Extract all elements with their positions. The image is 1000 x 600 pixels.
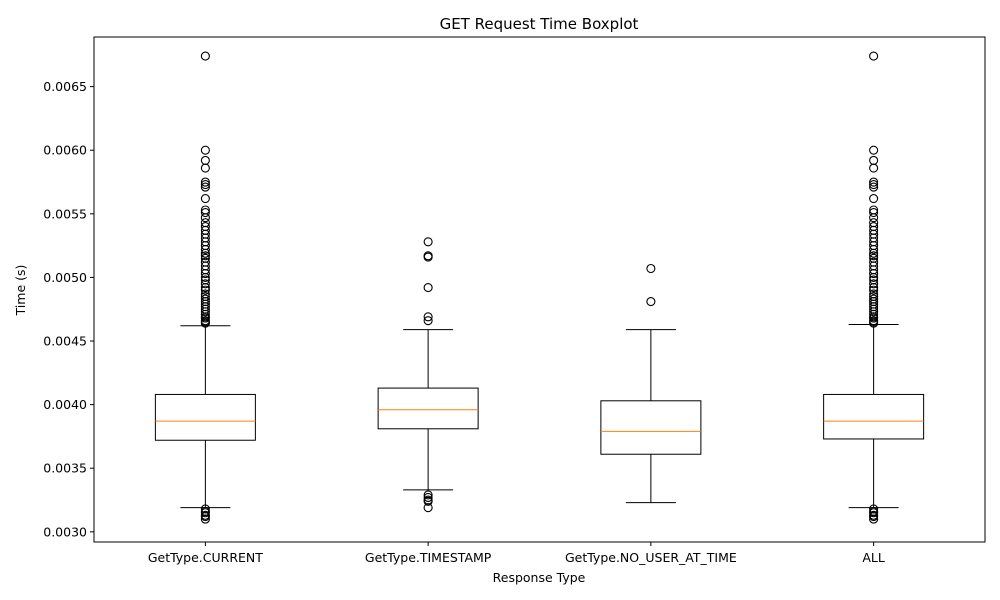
outlier-point <box>869 279 879 289</box>
outlier-point <box>869 207 879 218</box>
outlier-point <box>423 237 433 247</box>
outlier-point <box>869 177 879 187</box>
outlier-point <box>869 163 879 173</box>
outlier-point <box>200 508 210 518</box>
y-tick-label: 0.0040 <box>43 397 87 412</box>
outlier-point <box>423 492 433 503</box>
outlier-point <box>200 244 210 254</box>
outlier-point <box>869 248 879 258</box>
outlier-point <box>200 272 210 282</box>
outlier-point <box>200 182 210 192</box>
outlier-point <box>869 145 879 155</box>
y-tick-label: 0.0060 <box>43 143 87 158</box>
outlier-point <box>869 313 879 323</box>
outlier-point <box>869 51 879 61</box>
y-tick-label: 0.0030 <box>43 524 87 539</box>
outlier-point <box>423 312 433 322</box>
y-tick-label: 0.0045 <box>43 334 87 349</box>
outlier-point <box>200 307 210 317</box>
chart-title: GET Request Time Boxplot <box>440 15 639 33</box>
iqr-box <box>377 387 479 430</box>
outlier-point <box>200 193 210 204</box>
iqr-box <box>600 400 702 455</box>
x-tick-label: GetType.NO_USER_AT_TIME <box>565 550 737 565</box>
outlier-point <box>869 182 879 192</box>
outlier-point <box>423 316 433 326</box>
outlier-point <box>200 145 210 155</box>
outlier-point <box>200 283 210 293</box>
outlier-point <box>869 269 879 279</box>
outlier-point <box>869 514 879 524</box>
iqr-box <box>154 393 256 441</box>
outlier-point <box>869 285 879 295</box>
outlier-point <box>423 503 433 513</box>
outlier-point <box>423 283 433 293</box>
x-tick-label: GetType.CURRENT <box>148 550 263 565</box>
outlier-point <box>200 155 210 165</box>
outlier-point <box>200 269 210 279</box>
outlier-point <box>869 244 879 254</box>
iqr-box <box>823 393 925 440</box>
y-tick-label: 0.0050 <box>43 270 87 285</box>
x-tick-label: GetType.TIMESTAMP <box>365 550 492 565</box>
outlier-point <box>869 180 879 190</box>
outlier-point <box>200 163 210 173</box>
outlier-point <box>423 496 433 506</box>
outlier-point <box>869 283 879 293</box>
outlier-point <box>200 51 210 61</box>
y-axis-label: Time (s) <box>13 265 28 317</box>
outlier-point <box>869 193 879 204</box>
outlier-point <box>200 313 210 323</box>
outlier-point <box>869 272 879 282</box>
x-axis-label: Response Type <box>493 570 586 585</box>
plot-frame <box>93 36 986 543</box>
y-tick-label: 0.0035 <box>43 461 87 476</box>
outlier-point <box>869 251 879 261</box>
y-tick-label: 0.0055 <box>43 206 87 221</box>
plot-area: 0.0030 0.0035 0.0040 0.0045 0.0050 0.0055 0.00… <box>43 36 986 565</box>
outlier-point <box>200 248 210 258</box>
outlier-point <box>200 213 210 223</box>
y-tick-label: 0.0065 <box>43 79 87 94</box>
outlier-point <box>869 213 879 223</box>
outlier-point <box>646 263 656 274</box>
outlier-point <box>200 318 210 328</box>
outlier-point <box>200 251 210 261</box>
outlier-point <box>200 180 210 190</box>
outlier-point <box>200 512 210 522</box>
outlier-point <box>423 490 433 500</box>
outlier-point <box>200 207 210 218</box>
outlier-point <box>200 285 210 295</box>
outlier-point <box>869 307 879 317</box>
outlier-point <box>869 318 879 328</box>
outlier-point <box>200 279 210 289</box>
outlier-point <box>869 512 879 522</box>
outlier-point <box>200 514 210 524</box>
outlier-point <box>200 177 210 187</box>
outlier-point <box>869 508 879 518</box>
outlier-point <box>869 155 879 165</box>
x-tick-label: ALL <box>862 550 885 565</box>
outlier-point <box>646 297 656 307</box>
outlier-point <box>423 252 433 262</box>
